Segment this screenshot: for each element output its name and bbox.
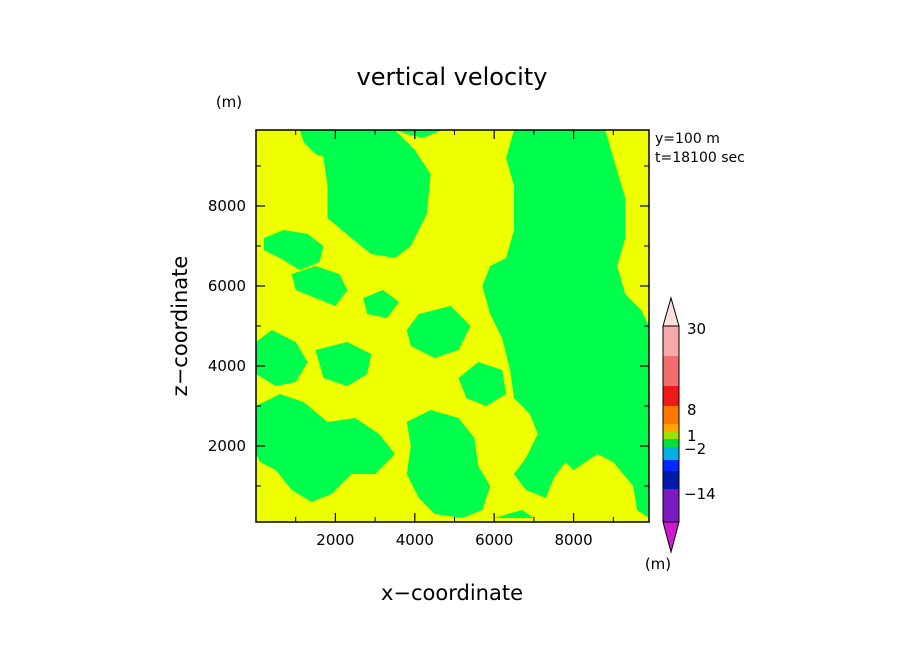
colorbar-labels: 30 8 1 −2 −14 (684, 320, 716, 503)
y-tick-label-0: 2000 (208, 437, 246, 455)
x-unit-label: (m) (645, 555, 671, 573)
colorbar-bottom-arrow (662, 521, 680, 554)
colorbar-band-0 (663, 326, 679, 356)
chart-title: vertical velocity (357, 63, 548, 91)
colorbar-frame (662, 325, 680, 523)
colorbar-band-4 (663, 424, 679, 431)
colorbar (662, 296, 680, 554)
colorbar-band-7 (663, 447, 679, 460)
contour-region-11 (525, 246, 558, 282)
contour-region-6 (315, 342, 372, 386)
y-tick-label-1: 4000 (208, 357, 246, 375)
colorbar-label-1: 1 (687, 427, 697, 445)
colorbar-band-3 (663, 406, 679, 424)
y-axis-ticks: 2000 4000 6000 8000 (208, 197, 649, 455)
colorbar-band-6 (663, 439, 679, 447)
colorbar-band-10 (663, 489, 679, 522)
contour-region-9 (406, 410, 491, 518)
contour-region-14 (363, 290, 399, 318)
contour-region-8 (256, 394, 395, 502)
contour-region-5 (256, 330, 308, 386)
y-position-annotation: y=100 m (655, 131, 720, 147)
y-unit-label: (m) (216, 93, 242, 111)
contour-region-12 (581, 406, 610, 434)
minor-ticks (256, 130, 649, 522)
y-axis-label: z−coordinate (168, 256, 192, 397)
contour-regions (256, 130, 649, 518)
colorbar-label-8: 8 (687, 401, 697, 419)
plot-area: 2000 4000 6000 8000 2000 4000 6000 8000 (208, 129, 650, 549)
y-tick-label-3: 8000 (208, 197, 246, 215)
contour-region-4 (291, 266, 348, 306)
contour-region-10 (458, 362, 507, 406)
contour-region-13 (494, 510, 534, 518)
contour-region-1 (323, 130, 443, 258)
colorbar-band-8 (663, 460, 679, 471)
x-axis-label: x−coordinate (381, 581, 523, 605)
x-tick-label-3: 8000 (554, 531, 592, 549)
colorbar-band-5 (663, 431, 679, 439)
contour-region-7 (406, 306, 471, 358)
x-tick-label-1: 4000 (396, 531, 434, 549)
x-tick-label-2: 6000 (475, 531, 513, 549)
y-tick-label-2: 6000 (208, 277, 246, 295)
colorbar-band-2 (663, 386, 679, 406)
contour-region-3 (263, 230, 324, 270)
x-tick-label-0: 2000 (316, 531, 354, 549)
colorbar-band-1 (663, 356, 679, 386)
colorbar-label-minus-14: −14 (684, 485, 716, 503)
colorbar-label-minus-2: −2 (684, 440, 706, 458)
x-axis-ticks: 2000 4000 6000 8000 (316, 130, 593, 549)
colorbar-label-30: 30 (687, 320, 706, 338)
colorbar-top-arrow (662, 296, 680, 327)
time-annotation: t=18100 sec (655, 150, 745, 166)
colorbar-band-9 (663, 471, 679, 489)
